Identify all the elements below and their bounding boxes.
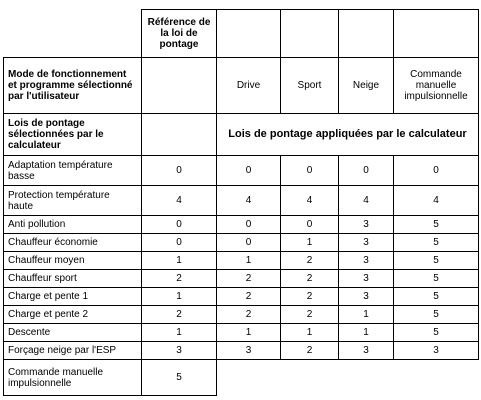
value-cell: 3 xyxy=(338,215,394,234)
empty-cell xyxy=(281,360,339,396)
empty-cell xyxy=(339,360,394,396)
empty-header-cell xyxy=(216,9,281,58)
value-cell: 3 xyxy=(338,269,394,288)
empty-header-cell xyxy=(338,9,394,58)
value-cell: 3 xyxy=(338,251,394,270)
mode-neige-header: Neige xyxy=(338,57,394,114)
table-row: Anti pollution 0 0 0 3 5 xyxy=(3,215,479,234)
row-label: Chauffeur moyen xyxy=(3,251,142,270)
value-cell: 2 xyxy=(216,305,281,324)
value-cell: 0 xyxy=(141,233,217,252)
value-cell: 2 xyxy=(216,287,281,306)
empty-header-cell xyxy=(393,9,479,58)
mode-sport-header: Sport xyxy=(280,57,339,114)
row-label: Chauffeur économie xyxy=(3,233,142,252)
empty-reference-cell xyxy=(141,57,217,114)
value-cell: 1 xyxy=(141,323,217,342)
table-row: Forçage neige par l'ESP 3 3 2 3 3 xyxy=(3,341,479,360)
value-cell: 1 xyxy=(216,251,281,270)
value-cell: 1 xyxy=(216,323,281,342)
value-cell: 3 xyxy=(338,287,394,306)
row-label: Descente xyxy=(3,323,142,342)
value-cell: 5 xyxy=(393,269,479,288)
value-cell: 5 xyxy=(393,233,479,252)
lois-selectionnees-label: Lois de pontage sélectionnées par le cal… xyxy=(3,113,142,156)
row-label: Anti pollution xyxy=(3,215,142,234)
value-cell: 5 xyxy=(393,251,479,270)
value-cell: 0 xyxy=(393,155,479,186)
value-cell: 2 xyxy=(280,341,339,360)
value-cell: 1 xyxy=(338,323,394,342)
value-cell: 4 xyxy=(393,185,479,216)
value-cell: 0 xyxy=(338,155,394,186)
empty-cell xyxy=(217,360,281,396)
value-cell: 4 xyxy=(216,185,281,216)
empty-reference-cell xyxy=(141,113,217,156)
table-row-commande-manuelle: Commande manuelle impulsionnelle 5 xyxy=(3,359,479,396)
value-cell: 0 xyxy=(216,233,281,252)
row-label: Charge et pente 2 xyxy=(3,305,142,324)
value-cell: 4 xyxy=(280,185,339,216)
row-label: Chauffeur sport xyxy=(3,269,142,288)
row-label: Protection température haute xyxy=(3,185,142,216)
mode-drive-header: Drive xyxy=(216,57,281,114)
empty-corner-cell xyxy=(4,10,142,58)
value-cell: 0 xyxy=(216,155,281,186)
mode-commande-manuelle-header: Commande manuelle impulsionnelle xyxy=(393,57,479,114)
mode-fonctionnement-label: Mode de fonctionnement et programme séle… xyxy=(3,57,142,114)
table-row: Chauffeur économie 0 0 1 3 5 xyxy=(3,233,479,252)
value-cell: 2 xyxy=(141,269,217,288)
row-label: Adaptation température basse xyxy=(3,155,142,186)
table-row: Protection température haute 4 4 4 4 4 xyxy=(3,185,479,216)
value-cell: 3 xyxy=(338,341,394,360)
value-cell: 0 xyxy=(141,215,217,234)
value-cell: 5 xyxy=(393,287,479,306)
table-row: Adaptation température basse 0 0 0 0 0 xyxy=(3,155,479,186)
row-label: Charge et pente 1 xyxy=(3,287,142,306)
value-cell: 0 xyxy=(280,155,339,186)
reference-value: 5 xyxy=(141,359,217,396)
value-cell: 4 xyxy=(338,185,394,216)
value-cell: 0 xyxy=(280,215,339,234)
row-label: Commande manuelle impulsionnelle xyxy=(3,359,142,396)
value-cell: 1 xyxy=(141,251,217,270)
value-cell: 0 xyxy=(141,155,217,186)
value-cell: 3 xyxy=(216,341,281,360)
lois-appliquees-label: Lois de pontage appliquées par le calcul… xyxy=(216,113,479,156)
value-cell: 4 xyxy=(141,185,217,216)
value-cell: 2 xyxy=(280,251,339,270)
value-cell: 2 xyxy=(141,305,217,324)
header-row-lois: Lois de pontage sélectionnées par le cal… xyxy=(3,113,479,156)
value-cell: 5 xyxy=(393,323,479,342)
value-cell: 2 xyxy=(280,269,339,288)
value-cell: 1 xyxy=(338,305,394,324)
value-cell: 2 xyxy=(216,269,281,288)
table-row: Chauffeur moyen 1 1 2 3 5 xyxy=(3,251,479,270)
value-cell: 5 xyxy=(393,215,479,234)
empty-header-cell xyxy=(280,9,339,58)
row-label: Forçage neige par l'ESP xyxy=(3,341,142,360)
value-cell: 1 xyxy=(280,323,339,342)
value-cell: 2 xyxy=(280,287,339,306)
value-cell: 1 xyxy=(280,233,339,252)
pontage-table: Référence de la loi de pontage Mode de f… xyxy=(3,9,479,396)
table-row: Chauffeur sport 2 2 2 3 5 xyxy=(3,269,479,288)
value-cell: 2 xyxy=(280,305,339,324)
value-cell: 3 xyxy=(141,341,217,360)
value-cell: 5 xyxy=(393,305,479,324)
header-row-modes: Mode de fonctionnement et programme séle… xyxy=(3,57,479,114)
header-row-reference: Référence de la loi de pontage xyxy=(4,9,479,58)
value-cell: 3 xyxy=(338,233,394,252)
value-cell: 3 xyxy=(393,341,479,360)
reference-column-header: Référence de la loi de pontage xyxy=(141,9,217,58)
value-cell: 1 xyxy=(141,287,217,306)
value-cell: 0 xyxy=(216,215,281,234)
empty-cell xyxy=(394,360,479,396)
table-row: Descente 1 1 1 1 5 xyxy=(3,323,479,342)
